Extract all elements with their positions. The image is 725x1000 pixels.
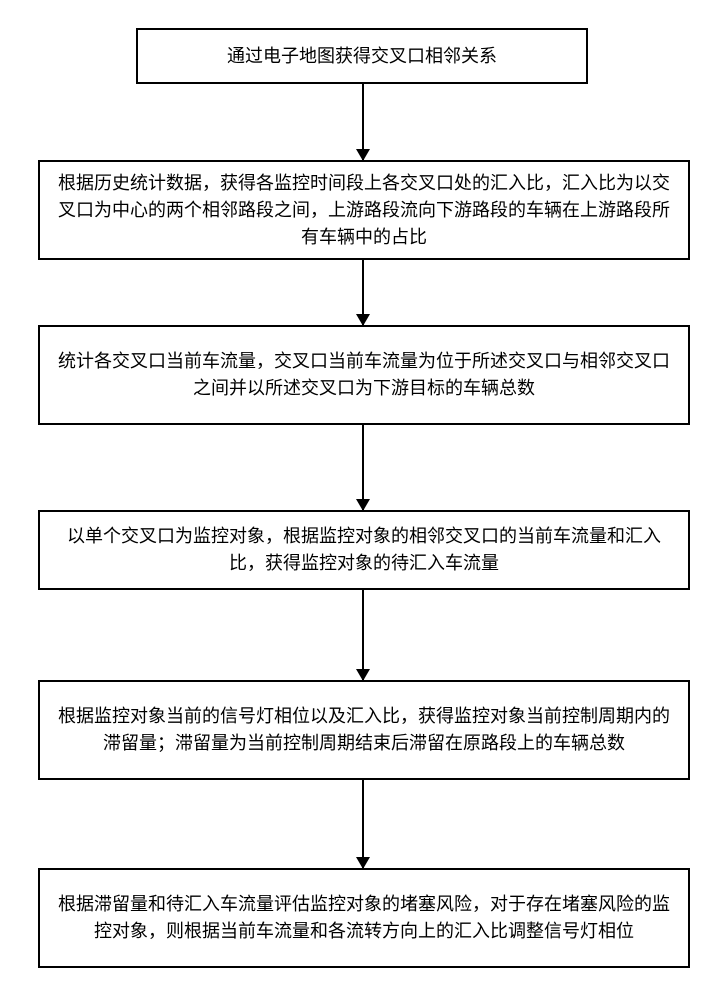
- node-text: 统计各交叉口当前车流量，交叉口当前车流量为位于所述交叉口与相邻交叉口之间并以所述…: [55, 348, 673, 402]
- node-text: 根据历史统计数据，获得各监控时间段上各交叉口处的汇入比，汇入比为以交叉口为中心的…: [55, 170, 673, 251]
- node-text: 根据监控对象当前的信号灯相位以及汇入比，获得监控对象当前控制周期内的滞留量；滞留…: [55, 703, 673, 757]
- flowchart-node-2: 根据历史统计数据，获得各监控时间段上各交叉口处的汇入比，汇入比为以交叉口为中心的…: [38, 160, 690, 260]
- flowchart-node-4: 以单个交叉口为监控对象，根据监控对象的相邻交叉口的当前车流量和汇入比，获得监控对…: [38, 510, 690, 590]
- arrow-5-6: [362, 780, 364, 868]
- arrow-3-4: [362, 425, 364, 510]
- node-text: 通过电子地图获得交叉口相邻关系: [227, 43, 497, 70]
- arrow-4-5: [362, 590, 364, 680]
- arrow-2-3: [362, 260, 364, 325]
- node-text: 根据滞留量和待汇入车流量评估监控对象的堵塞风险，对于存在堵塞风险的监控对象，则根…: [55, 891, 673, 945]
- flowchart-node-1: 通过电子地图获得交叉口相邻关系: [136, 28, 588, 84]
- flowchart-node-5: 根据监控对象当前的信号灯相位以及汇入比，获得监控对象当前控制周期内的滞留量；滞留…: [38, 680, 690, 780]
- arrow-1-2: [362, 84, 364, 160]
- flowchart-node-6: 根据滞留量和待汇入车流量评估监控对象的堵塞风险，对于存在堵塞风险的监控对象，则根…: [38, 868, 690, 968]
- node-text: 以单个交叉口为监控对象，根据监控对象的相邻交叉口的当前车流量和汇入比，获得监控对…: [55, 523, 673, 577]
- flowchart-container: 通过电子地图获得交叉口相邻关系 根据历史统计数据，获得各监控时间段上各交叉口处的…: [0, 0, 725, 1000]
- flowchart-node-3: 统计各交叉口当前车流量，交叉口当前车流量为位于所述交叉口与相邻交叉口之间并以所述…: [38, 325, 690, 425]
